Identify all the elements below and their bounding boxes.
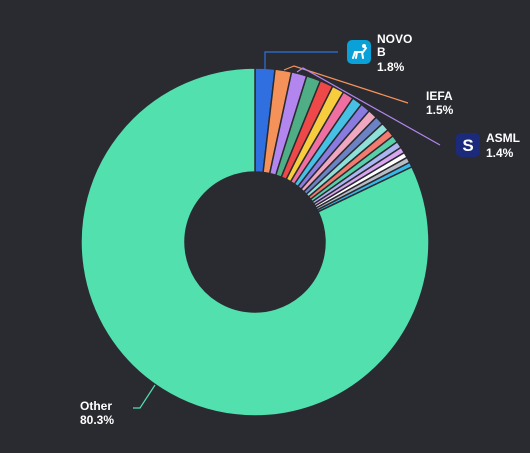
callout-label-other: Other [80, 399, 112, 413]
asml-logo-icon: S [456, 133, 480, 157]
callout-label-novo-line1: NOVO [377, 32, 412, 46]
callout-value-other: 80.3% [80, 413, 114, 427]
novo-nordisk-logo-icon [347, 40, 371, 64]
callout-label-asml: ASML [486, 131, 520, 145]
callout-value-novo: 1.8% [377, 60, 405, 74]
callout-line-iefa [283, 65, 409, 104]
callout-line-asml [296, 67, 441, 146]
donut-slice-other[interactable] [80, 67, 430, 417]
callout-line-other [133, 384, 156, 409]
callout-value-iefa: 1.5% [426, 103, 454, 117]
svg-text:S: S [462, 136, 473, 155]
callout-value-asml: 1.4% [486, 146, 514, 160]
callout-label-iefa: IEFA [426, 89, 453, 103]
slices-group [80, 67, 430, 417]
callout-line-novo [264, 51, 338, 71]
callout-label-novo-line2: B [377, 45, 386, 59]
